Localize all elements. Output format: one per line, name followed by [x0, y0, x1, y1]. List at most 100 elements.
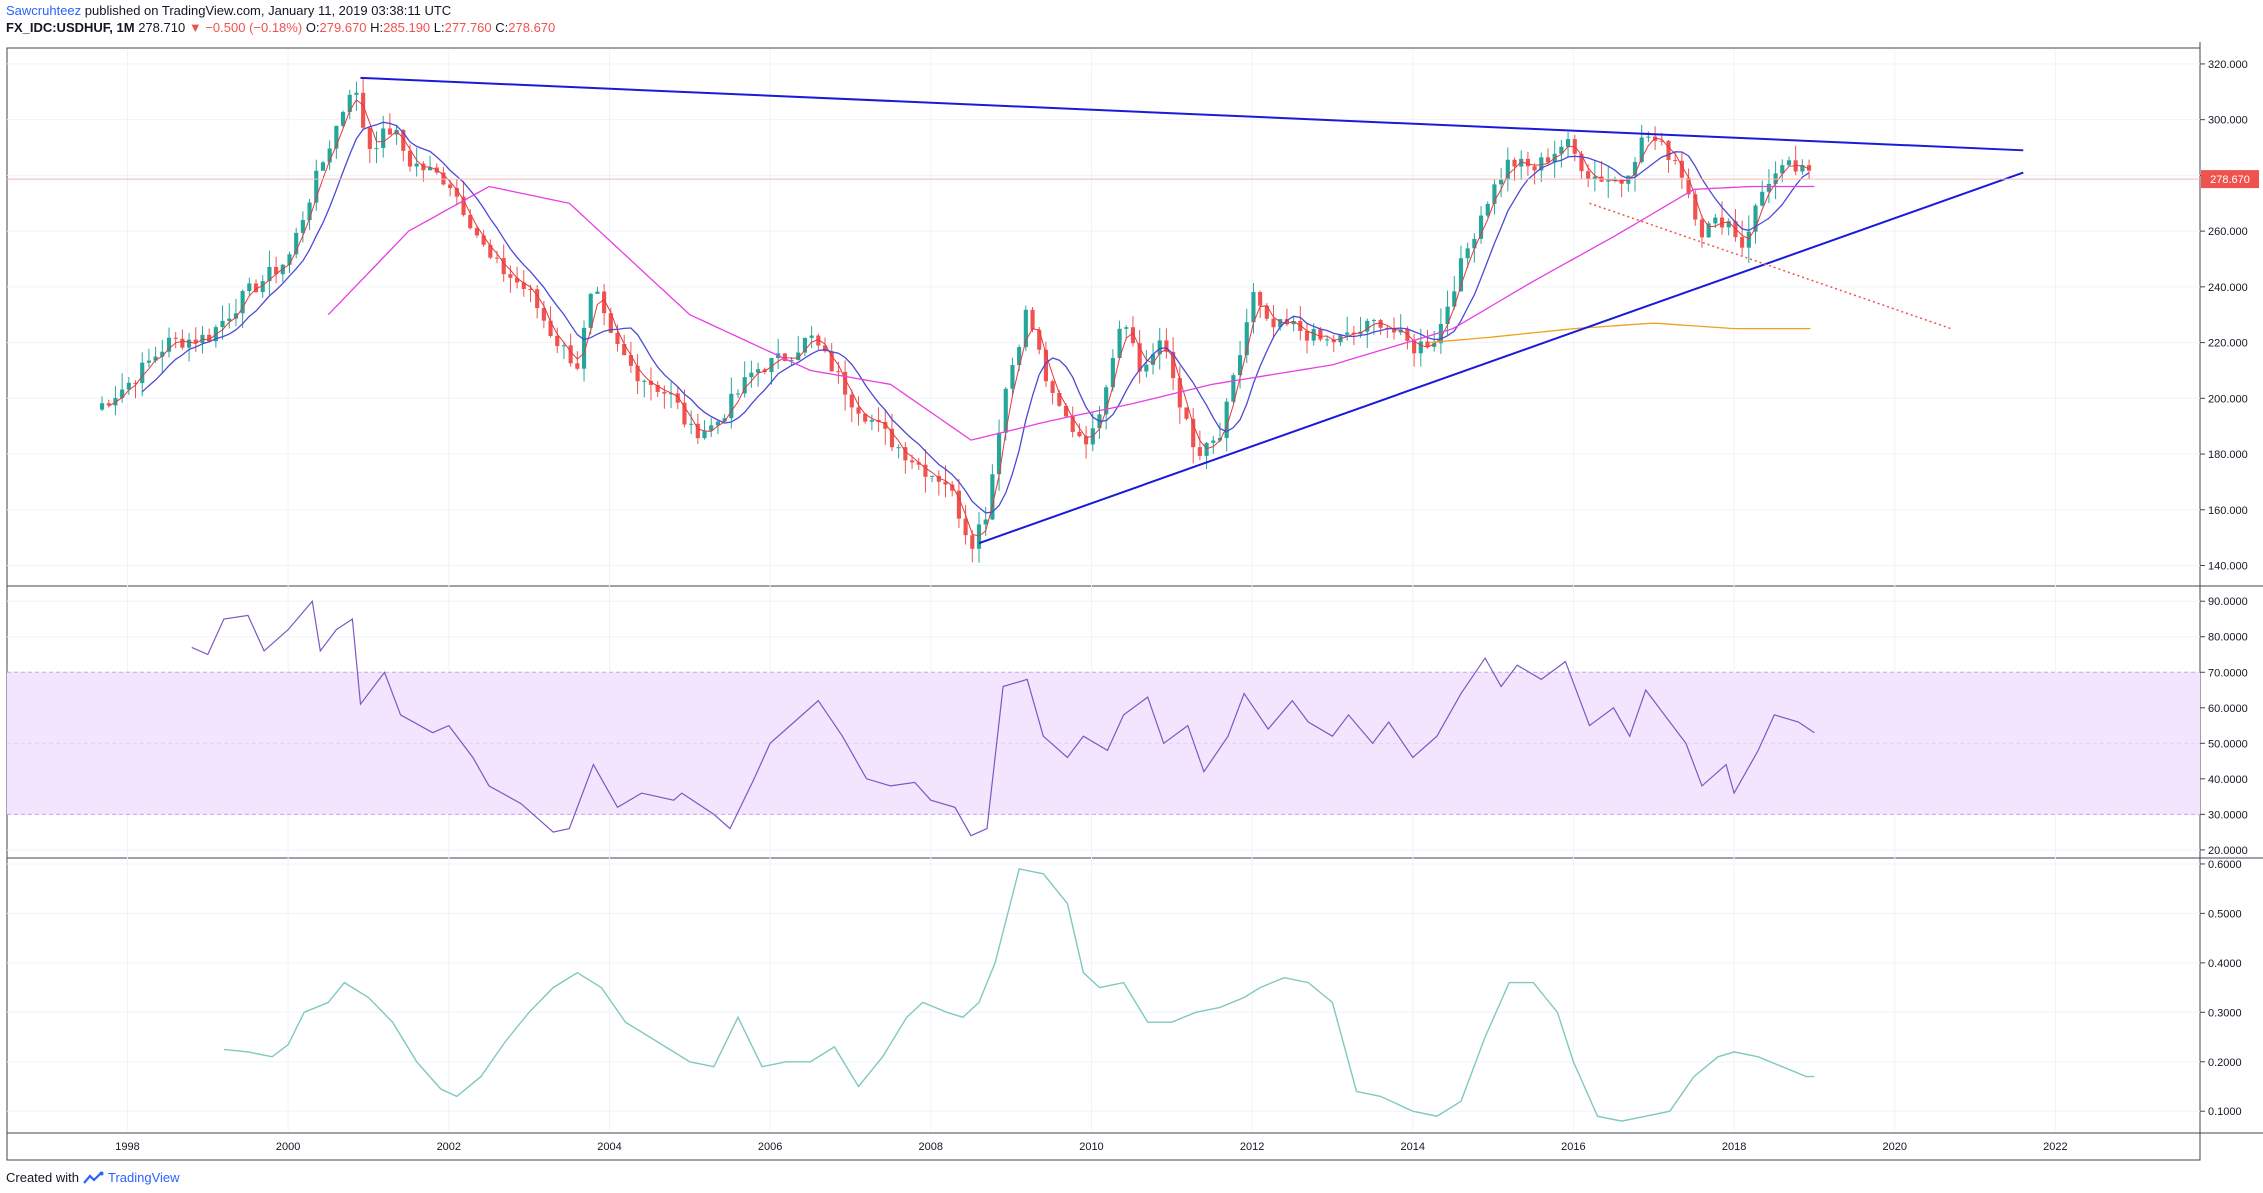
candle	[642, 379, 647, 398]
candle-body	[1786, 160, 1792, 166]
candle-body	[1378, 320, 1383, 328]
candle	[776, 338, 781, 369]
candle	[655, 381, 660, 397]
candle-body	[307, 202, 312, 221]
candle	[628, 341, 633, 373]
hv-tick-label: 0.5000	[2208, 908, 2242, 920]
candle-body	[1519, 158, 1524, 167]
published-info: published on TradingView.com, January 11…	[84, 3, 452, 18]
candle-body	[1693, 194, 1698, 220]
candle	[1298, 305, 1303, 341]
candle-body	[1539, 157, 1544, 171]
candle	[414, 147, 419, 177]
author-link[interactable]: Sawcruhteez	[6, 3, 82, 18]
candle	[1606, 166, 1611, 198]
candle-body	[836, 371, 841, 373]
candle-body	[642, 380, 647, 382]
candle	[1164, 328, 1169, 359]
candle-body	[126, 382, 131, 390]
candle	[856, 396, 861, 426]
candle-body	[903, 447, 908, 461]
candle-body	[936, 475, 941, 482]
candle-body	[1592, 176, 1597, 180]
candle	[1077, 423, 1082, 438]
candle	[561, 341, 567, 360]
x-tick-label: 2008	[919, 1141, 943, 1153]
candle	[722, 414, 727, 422]
candle	[1217, 422, 1223, 443]
price-tick-label: 180.000	[2208, 449, 2248, 461]
candle	[749, 360, 754, 388]
candle-body	[816, 335, 821, 346]
candle-body	[1579, 153, 1584, 172]
candle-body	[1010, 365, 1015, 389]
candle-body	[1050, 381, 1055, 393]
candle-body	[1023, 309, 1028, 348]
candle-body	[407, 150, 413, 167]
candle-body	[340, 112, 346, 126]
candle-body	[1760, 191, 1765, 206]
candle-body	[1150, 354, 1156, 365]
candle	[421, 161, 426, 182]
candle-body	[1304, 331, 1310, 341]
candle	[541, 300, 546, 329]
candle-body	[796, 352, 801, 361]
candle-body	[153, 356, 158, 361]
candle-body	[909, 460, 915, 463]
candle-body	[1144, 364, 1149, 372]
candle	[1070, 406, 1075, 438]
candle-body	[628, 355, 633, 366]
candle-body	[1619, 179, 1624, 184]
candle	[1211, 435, 1216, 455]
candle	[294, 227, 299, 259]
x-tick-label: 2012	[1240, 1141, 1264, 1153]
candle	[622, 334, 627, 356]
candle-body	[494, 257, 500, 259]
candle-body	[1171, 351, 1176, 379]
candle-body	[1639, 137, 1644, 162]
tradingview-brand[interactable]: TradingView	[83, 1170, 180, 1185]
candle	[494, 250, 500, 264]
rsi-tick-label: 60.0000	[2208, 703, 2248, 715]
candle-body	[729, 393, 734, 419]
candle-body	[334, 125, 339, 149]
high-value: 285.190	[383, 20, 431, 35]
candle-body	[1418, 341, 1423, 354]
candle-body	[1485, 203, 1490, 216]
candle-body	[327, 148, 332, 163]
candle-body	[140, 362, 145, 384]
candle-body	[508, 274, 513, 278]
candle	[575, 351, 580, 371]
candle-body	[1713, 217, 1718, 224]
candle-body	[1258, 292, 1263, 306]
candle	[675, 386, 680, 410]
candle	[1291, 315, 1296, 332]
candle-body	[1030, 309, 1035, 330]
candle	[1010, 357, 1015, 396]
candle-body	[347, 94, 352, 113]
candle-body	[1164, 340, 1169, 352]
candle	[1237, 341, 1243, 389]
candle-body	[662, 391, 667, 394]
candle	[709, 417, 714, 438]
candle-body	[943, 481, 948, 485]
candle	[1023, 305, 1028, 352]
candle-body	[1432, 343, 1437, 347]
open-label: O:	[305, 20, 320, 35]
candle	[267, 250, 272, 295]
candle	[1806, 159, 1812, 180]
x-tick-label: 2004	[597, 1141, 621, 1153]
candle-body	[963, 518, 968, 536]
hv-tick-label: 0.2000	[2208, 1057, 2242, 1069]
candle	[1137, 330, 1142, 384]
candle-body	[916, 462, 921, 465]
candle	[401, 128, 406, 162]
hv-tick-label: 0.4000	[2208, 958, 2242, 970]
candle	[796, 335, 801, 361]
candle	[963, 505, 968, 545]
candle	[916, 458, 921, 470]
candle	[1104, 384, 1109, 430]
candle	[816, 333, 821, 350]
candle-body	[1706, 223, 1711, 238]
